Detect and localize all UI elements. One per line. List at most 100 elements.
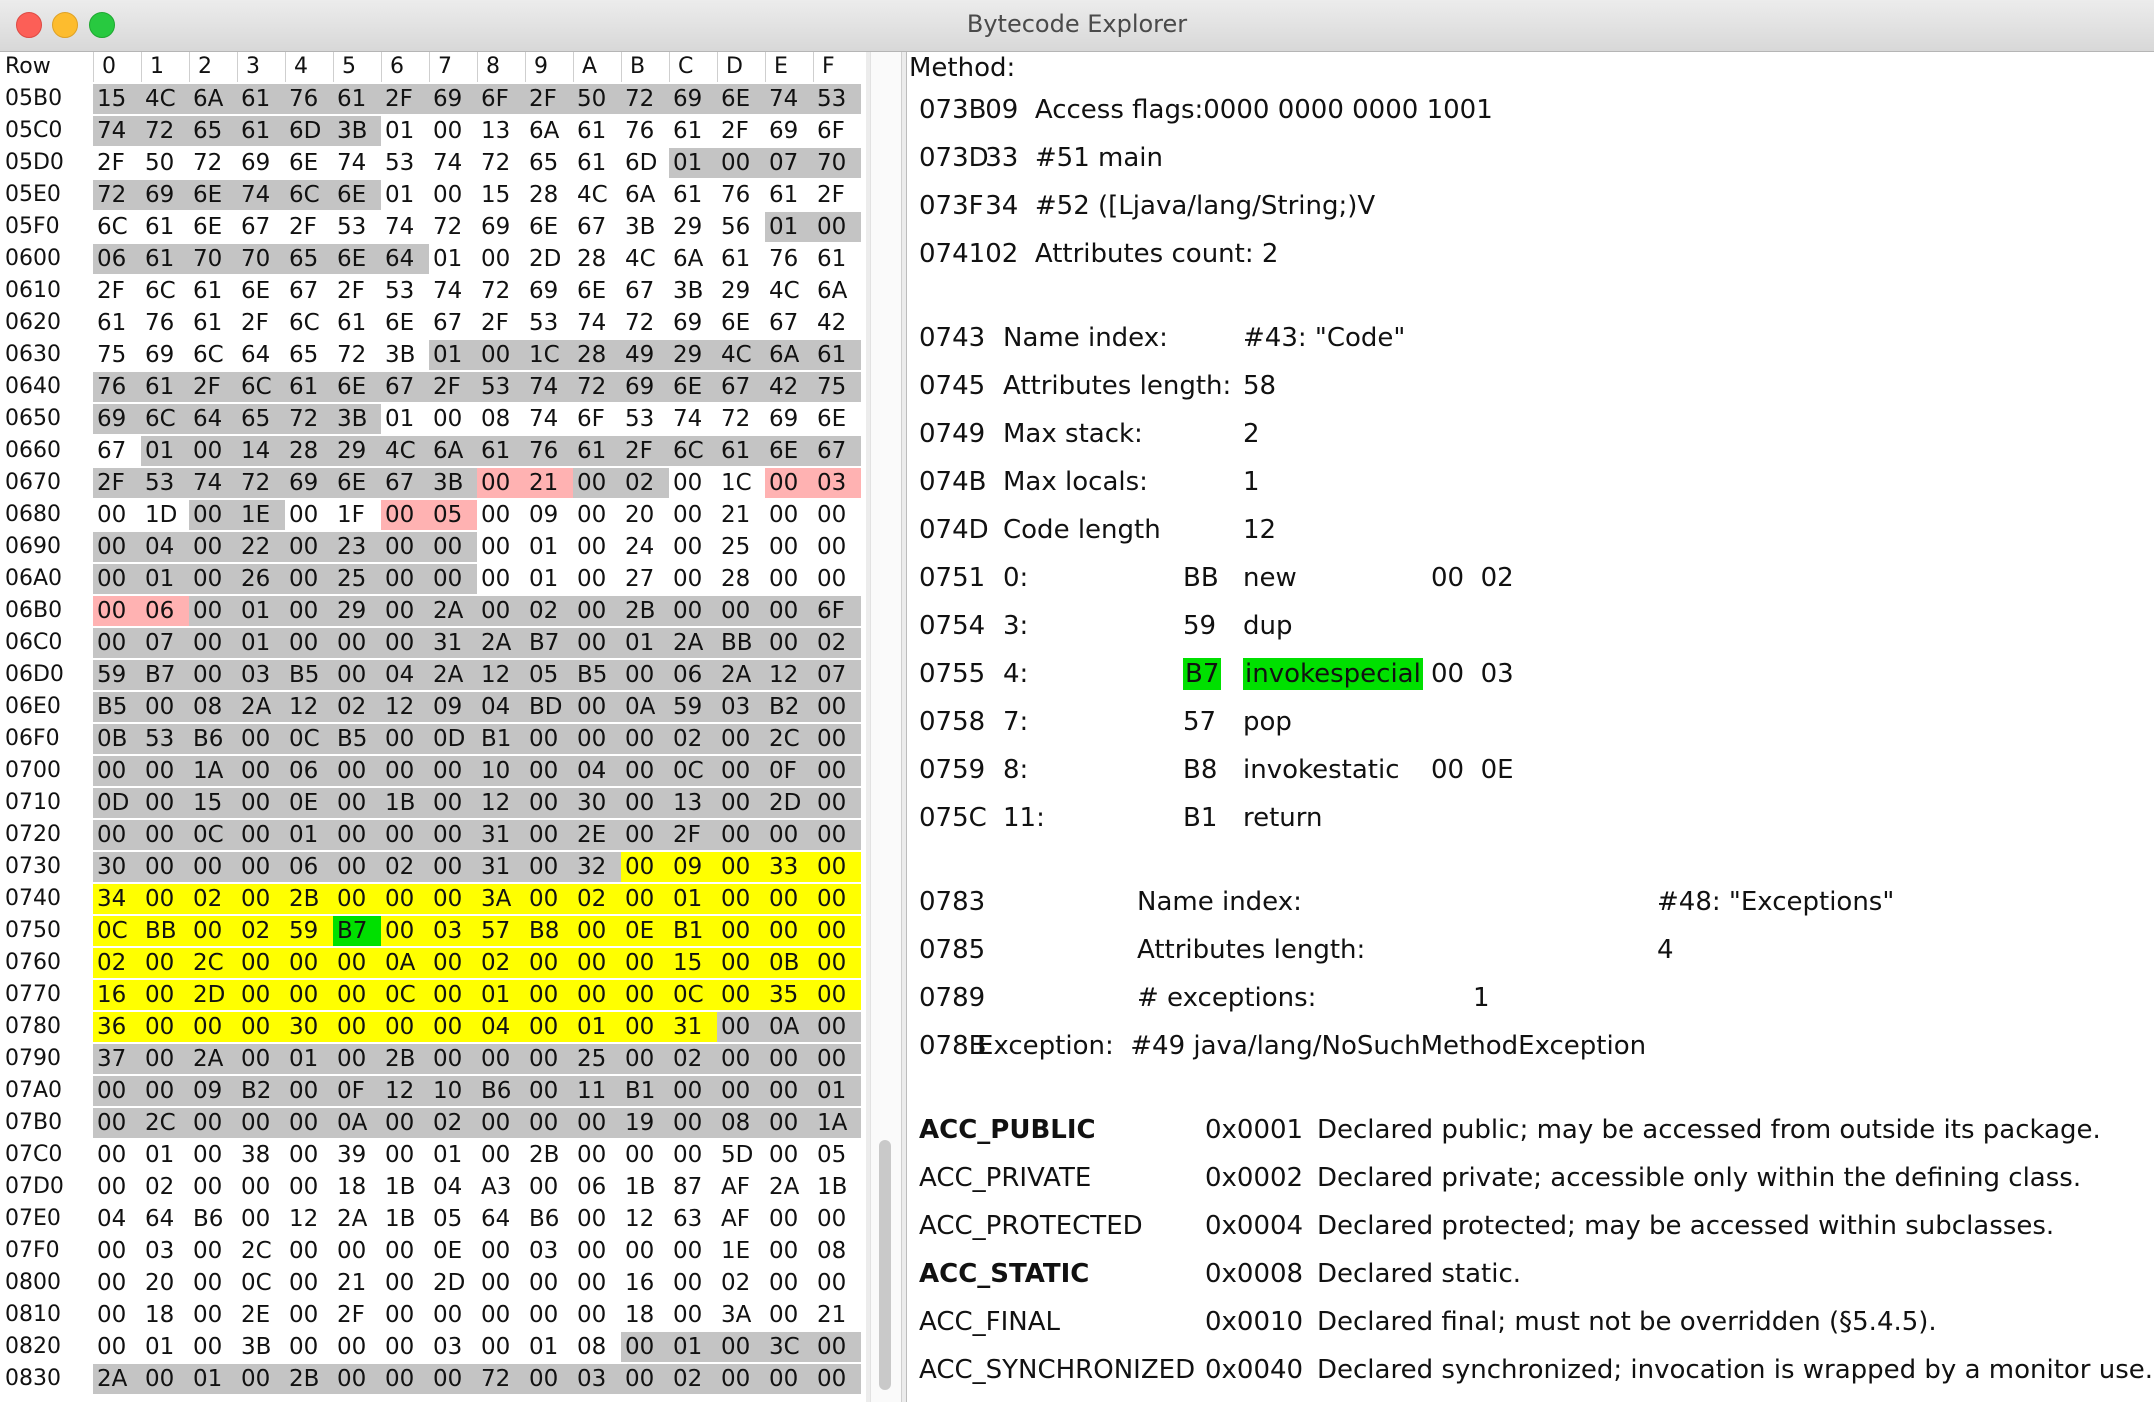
hex-byte-cell[interactable]: 00 bbox=[237, 1012, 285, 1042]
hex-byte-cell[interactable]: 03 bbox=[433, 1334, 463, 1360]
hex-byte-cell[interactable]: 15 bbox=[481, 182, 511, 208]
hex-byte-cell[interactable]: 00 bbox=[385, 1238, 415, 1264]
hex-byte-cell[interactable]: 00 bbox=[621, 884, 669, 914]
hex-byte-cell[interactable]: 00 bbox=[817, 534, 847, 560]
hex-byte-cell[interactable]: 07 bbox=[813, 660, 861, 690]
hex-byte-cell[interactable]: 14 bbox=[237, 436, 285, 466]
hex-byte-cell[interactable]: 05 bbox=[525, 660, 573, 690]
hex-byte-cell[interactable]: 00 bbox=[625, 1142, 655, 1168]
hex-byte-cell[interactable]: 00 bbox=[429, 1044, 477, 1074]
hex-byte-cell[interactable]: 09 bbox=[429, 692, 477, 722]
hex-byte-cell[interactable]: 03 bbox=[429, 916, 477, 946]
hex-byte-cell[interactable]: 00 bbox=[765, 468, 813, 498]
hex-byte-cell[interactable]: 00 bbox=[193, 1270, 223, 1296]
hex-byte-cell[interactable]: 00 bbox=[813, 788, 861, 818]
hex-byte-cell[interactable]: 00 bbox=[769, 534, 799, 560]
hex-byte-cell[interactable]: 63 bbox=[673, 1206, 703, 1232]
hex-byte-cell[interactable]: B5 bbox=[573, 660, 621, 690]
hex-byte-cell[interactable]: 00 bbox=[525, 1108, 573, 1138]
hex-byte-cell[interactable]: 00 bbox=[621, 724, 669, 754]
hex-byte-cell[interactable]: 59 bbox=[285, 916, 333, 946]
hex-byte-cell[interactable]: 74 bbox=[673, 406, 703, 432]
hex-byte-cell[interactable]: 20 bbox=[625, 502, 655, 528]
hex-byte-cell[interactable]: 00 bbox=[525, 1364, 573, 1394]
hex-byte-cell[interactable]: 08 bbox=[717, 1108, 765, 1138]
hex-byte-cell[interactable]: 00 bbox=[337, 1334, 367, 1360]
hex-byte-cell[interactable]: 00 bbox=[193, 1174, 223, 1200]
hex-byte-cell[interactable]: 6E bbox=[765, 436, 813, 466]
hex-byte-cell[interactable]: 4C bbox=[769, 278, 800, 304]
hex-byte-cell[interactable]: 05 bbox=[817, 1142, 847, 1168]
hex-byte-cell[interactable]: 20 bbox=[145, 1270, 175, 1296]
hex-byte-cell[interactable]: 00 bbox=[141, 692, 189, 722]
hex-byte-cell[interactable]: 08 bbox=[577, 1334, 607, 1360]
hex-byte-cell[interactable]: 1F bbox=[337, 502, 365, 528]
hex-byte-cell[interactable]: 30 bbox=[93, 852, 141, 882]
hex-byte-cell[interactable]: 2F bbox=[289, 214, 317, 240]
hex-byte-cell[interactable]: 6A bbox=[765, 340, 813, 370]
hex-byte-cell[interactable]: 21 bbox=[721, 502, 751, 528]
hex-byte-cell[interactable]: 06 bbox=[669, 660, 717, 690]
hex-byte-cell[interactable]: 74 bbox=[577, 310, 607, 336]
hex-byte-cell[interactable]: 2F bbox=[621, 436, 669, 466]
hex-byte-cell[interactable]: 74 bbox=[525, 372, 573, 402]
hex-byte-cell[interactable]: 00 bbox=[765, 884, 813, 914]
hex-byte-cell[interactable]: 28 bbox=[529, 182, 559, 208]
hex-byte-cell[interactable]: 76 bbox=[769, 246, 799, 272]
hex-byte-cell[interactable]: B5 bbox=[333, 724, 381, 754]
hex-byte-cell[interactable]: 2C bbox=[241, 1238, 272, 1264]
hex-byte-cell[interactable]: 6F bbox=[477, 84, 525, 114]
hex-byte-cell[interactable]: 00 bbox=[765, 1108, 813, 1138]
hex-byte-cell[interactable]: 00 bbox=[621, 1044, 669, 1074]
hex-byte-cell[interactable]: 10 bbox=[429, 1076, 477, 1106]
hex-byte-cell[interactable]: 02 bbox=[813, 628, 861, 658]
minimize-window-button[interactable] bbox=[52, 12, 78, 38]
hex-byte-cell[interactable]: 00 bbox=[621, 1332, 669, 1362]
hex-byte-cell[interactable]: 00 bbox=[577, 502, 607, 528]
hex-byte-cell[interactable]: 2B bbox=[285, 1364, 333, 1394]
hex-byte-cell[interactable]: 00 bbox=[189, 1012, 237, 1042]
hex-byte-cell[interactable]: 00 bbox=[141, 980, 189, 1010]
hex-byte-cell[interactable]: 67 bbox=[381, 372, 429, 402]
hex-byte-cell[interactable]: 01 bbox=[385, 406, 415, 432]
hex-byte-cell[interactable]: 00 bbox=[717, 916, 765, 946]
hex-byte-cell[interactable]: 00 bbox=[333, 884, 381, 914]
hex-byte-cell[interactable]: 00 bbox=[193, 1238, 223, 1264]
hex-byte-cell[interactable]: 12 bbox=[381, 692, 429, 722]
hex-byte-cell[interactable]: 00 bbox=[93, 1108, 141, 1138]
hex-byte-cell[interactable]: 00 bbox=[529, 1270, 559, 1296]
hex-byte-cell[interactable]: 6E bbox=[385, 310, 415, 336]
hex-byte-cell[interactable]: 53 bbox=[385, 278, 415, 304]
hex-byte-cell[interactable]: 61 bbox=[717, 436, 765, 466]
hex-byte-cell[interactable]: 12 bbox=[381, 1076, 429, 1106]
hex-byte-cell[interactable]: 00 bbox=[289, 1238, 319, 1264]
hex-byte-cell[interactable]: 6C bbox=[669, 436, 717, 466]
hex-byte-cell[interactable]: 0F bbox=[765, 756, 813, 786]
hex-byte-cell[interactable]: 00 bbox=[481, 502, 511, 528]
hex-byte-cell[interactable]: 6E bbox=[333, 180, 381, 210]
hex-byte-cell[interactable]: 00 bbox=[621, 660, 669, 690]
hex-byte-cell[interactable]: 02 bbox=[429, 1108, 477, 1138]
hex-byte-cell[interactable]: 0C bbox=[93, 916, 141, 946]
hex-byte-cell[interactable]: 03 bbox=[237, 660, 285, 690]
hex-byte-cell[interactable]: 2C bbox=[189, 948, 237, 978]
hex-byte-cell[interactable]: 01 bbox=[529, 1334, 559, 1360]
hex-byte-cell[interactable]: 00 bbox=[673, 1142, 703, 1168]
hex-byte-cell[interactable]: 70 bbox=[189, 244, 237, 274]
hex-byte-cell[interactable]: 76 bbox=[145, 310, 175, 336]
hex-byte-cell[interactable]: 00 bbox=[333, 1012, 381, 1042]
hex-byte-cell[interactable]: 13 bbox=[481, 118, 511, 144]
hex-byte-cell[interactable]: 00 bbox=[237, 852, 285, 882]
hex-byte-cell[interactable]: 56 bbox=[721, 214, 751, 240]
hex-byte-cell[interactable]: 74 bbox=[433, 150, 463, 176]
hex-byte-cell[interactable]: 00 bbox=[765, 916, 813, 946]
hex-byte-cell[interactable]: 00 bbox=[717, 148, 765, 178]
hex-byte-cell[interactable]: 02 bbox=[189, 884, 237, 914]
hex-byte-cell[interactable]: 00 bbox=[189, 564, 237, 594]
hex-byte-cell[interactable]: 00 bbox=[673, 534, 703, 560]
hex-byte-cell[interactable]: 21 bbox=[817, 1302, 847, 1328]
hex-scrollbar[interactable] bbox=[870, 52, 902, 1402]
hex-byte-cell[interactable]: 04 bbox=[141, 532, 189, 562]
hex-byte-cell[interactable]: 02 bbox=[333, 692, 381, 722]
hex-byte-cell[interactable]: 00 bbox=[481, 1270, 511, 1296]
